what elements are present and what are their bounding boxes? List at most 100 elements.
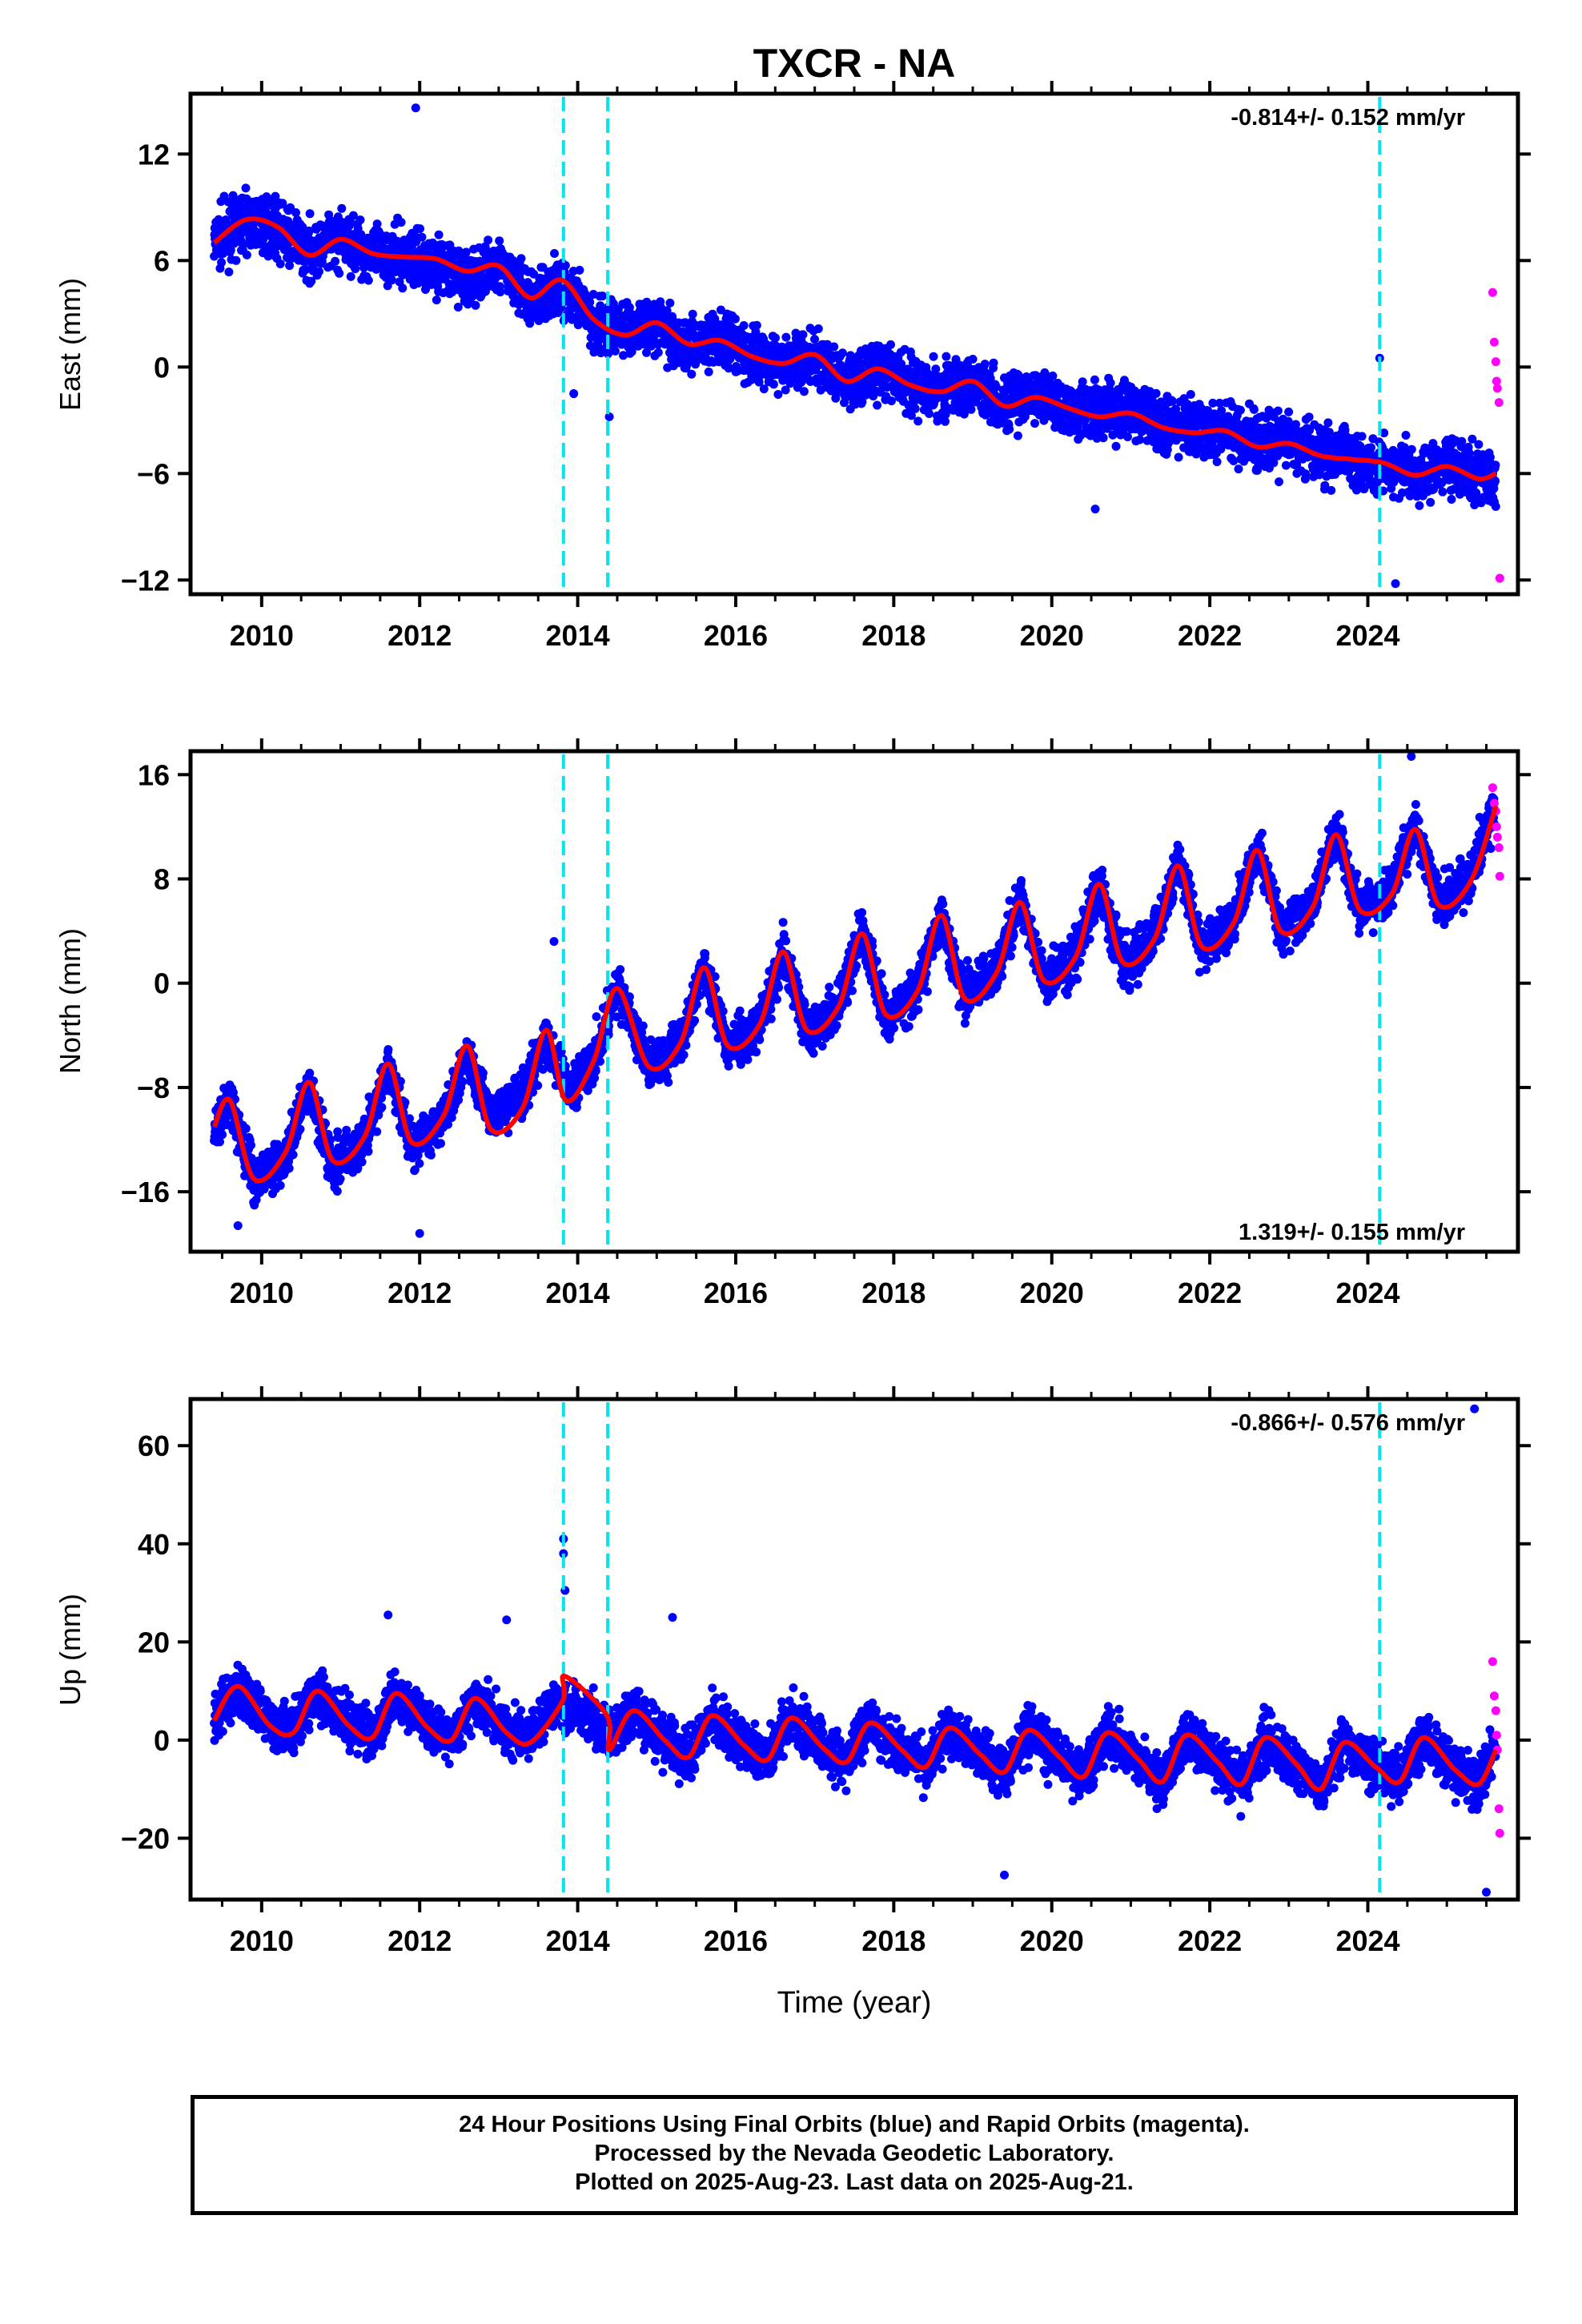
final-orbit-point bbox=[241, 183, 251, 193]
final-orbit-point bbox=[285, 261, 295, 271]
final-orbit-point bbox=[231, 255, 241, 265]
final-orbit-point bbox=[417, 232, 427, 242]
final-orbit-point bbox=[886, 340, 895, 349]
final-orbit-point bbox=[653, 348, 663, 357]
final-orbit-point bbox=[887, 396, 896, 406]
final-orbit-point bbox=[665, 298, 675, 308]
final-orbit-point bbox=[1249, 404, 1259, 414]
final-orbit-outlier bbox=[1090, 505, 1100, 514]
final-orbit-point bbox=[363, 275, 373, 285]
final-orbit-point bbox=[247, 1140, 255, 1150]
final-orbit-point bbox=[611, 346, 620, 356]
final-orbit-point bbox=[1005, 424, 1014, 434]
east-y-tick-label: −12 bbox=[121, 564, 170, 597]
rapid-orbit-point bbox=[1494, 398, 1504, 408]
final-orbit-point bbox=[1098, 433, 1108, 443]
final-orbit-point bbox=[1151, 388, 1161, 398]
final-orbit-point bbox=[398, 283, 408, 293]
final-orbit-point bbox=[1301, 469, 1311, 479]
final-orbit-point bbox=[1212, 457, 1222, 467]
final-orbit-point bbox=[873, 400, 882, 410]
final-orbit-point bbox=[335, 268, 344, 278]
east-final-orbit-points bbox=[210, 103, 1500, 589]
north-y-tick-label: 8 bbox=[154, 863, 170, 896]
east-x-tick-label: 2016 bbox=[704, 619, 768, 652]
final-orbit-point bbox=[1275, 477, 1283, 487]
final-orbit-point bbox=[769, 380, 778, 389]
final-orbit-point bbox=[1013, 431, 1022, 440]
final-orbit-point bbox=[1284, 407, 1294, 416]
final-orbit-point bbox=[1111, 441, 1121, 451]
final-orbit-point bbox=[1367, 443, 1375, 452]
final-orbit-point bbox=[799, 387, 809, 396]
final-orbit-point bbox=[217, 258, 227, 267]
rapid-orbit-point bbox=[1492, 384, 1502, 393]
north-x-tick-label: 2018 bbox=[861, 1277, 926, 1309]
final-orbit-point bbox=[704, 367, 713, 376]
rapid-orbit-point bbox=[1495, 573, 1504, 583]
final-orbit-point bbox=[226, 245, 235, 255]
final-orbit-point bbox=[496, 287, 505, 297]
north-final-orbit-points bbox=[210, 752, 1499, 1238]
figure-title: TXCR - NA bbox=[753, 41, 956, 86]
final-orbit-point bbox=[416, 224, 425, 234]
final-orbit-point bbox=[773, 390, 783, 399]
final-orbit-point bbox=[271, 191, 280, 201]
east-x-tick-label: 2012 bbox=[387, 619, 452, 652]
final-orbit-point bbox=[1030, 419, 1039, 428]
final-orbit-point bbox=[1426, 497, 1435, 507]
final-orbit-outlier bbox=[569, 389, 579, 399]
east-y-tick-label: 0 bbox=[154, 351, 170, 384]
east-x-tick-label: 2024 bbox=[1335, 619, 1399, 652]
final-orbit-point bbox=[989, 358, 998, 368]
east-y-tick-label: 6 bbox=[154, 244, 170, 277]
final-orbit-point bbox=[585, 297, 595, 307]
north-y-tick-label: −16 bbox=[121, 1176, 170, 1208]
final-orbit-point bbox=[1090, 375, 1099, 384]
final-orbit-point bbox=[575, 265, 584, 275]
panel-east: 2010 2012 2014 2016 2018 2020 2022 2024−12−6061… bbox=[54, 81, 1531, 652]
final-orbit-point bbox=[387, 275, 396, 285]
final-orbit-point bbox=[1415, 501, 1424, 510]
final-orbit-point bbox=[396, 218, 406, 227]
north-y-tick-label: 0 bbox=[154, 967, 170, 1000]
east-x-tick-label: 2014 bbox=[546, 619, 610, 652]
final-orbit-point bbox=[966, 404, 976, 414]
final-orbit-point bbox=[1357, 432, 1367, 441]
final-orbit-point bbox=[1323, 418, 1333, 428]
final-orbit-point bbox=[1186, 390, 1195, 399]
final-orbit-point bbox=[315, 267, 323, 276]
final-orbit-point bbox=[910, 404, 920, 413]
final-orbit-point bbox=[1491, 502, 1500, 511]
final-orbit-point bbox=[224, 267, 234, 277]
east-x-tick-label: 2022 bbox=[1178, 619, 1242, 652]
final-orbit-point bbox=[275, 259, 285, 268]
final-orbit-point bbox=[1235, 405, 1245, 415]
final-orbit-point bbox=[1123, 432, 1132, 441]
rapid-orbit-point bbox=[1491, 357, 1500, 367]
final-orbit-point bbox=[1457, 436, 1467, 446]
final-orbit-outlier bbox=[411, 103, 420, 113]
final-orbit-point bbox=[516, 254, 526, 263]
north-x-tick-label: 2016 bbox=[704, 1277, 768, 1309]
final-orbit-point bbox=[260, 201, 270, 211]
final-orbit-point bbox=[434, 230, 444, 239]
final-orbit-point bbox=[980, 360, 990, 369]
final-orbit-point bbox=[781, 332, 791, 342]
final-orbit-point bbox=[550, 249, 559, 258]
final-orbit-point bbox=[752, 320, 761, 330]
final-orbit-point bbox=[495, 236, 504, 246]
final-orbit-point bbox=[1106, 378, 1115, 388]
final-orbit-point bbox=[337, 203, 347, 213]
north-y-tick-label: 16 bbox=[138, 758, 170, 791]
final-orbit-point bbox=[1491, 460, 1500, 470]
north-y-tick-label: −8 bbox=[137, 1072, 170, 1104]
final-orbit-point bbox=[837, 348, 847, 358]
east-y-tick-label: −6 bbox=[137, 457, 170, 490]
final-orbit-point bbox=[432, 296, 441, 305]
final-orbit-point bbox=[484, 235, 493, 245]
final-orbit-point bbox=[1281, 460, 1291, 470]
north-x-tick-label: 2022 bbox=[1178, 1277, 1242, 1309]
rapid-orbit-point bbox=[1488, 287, 1497, 297]
